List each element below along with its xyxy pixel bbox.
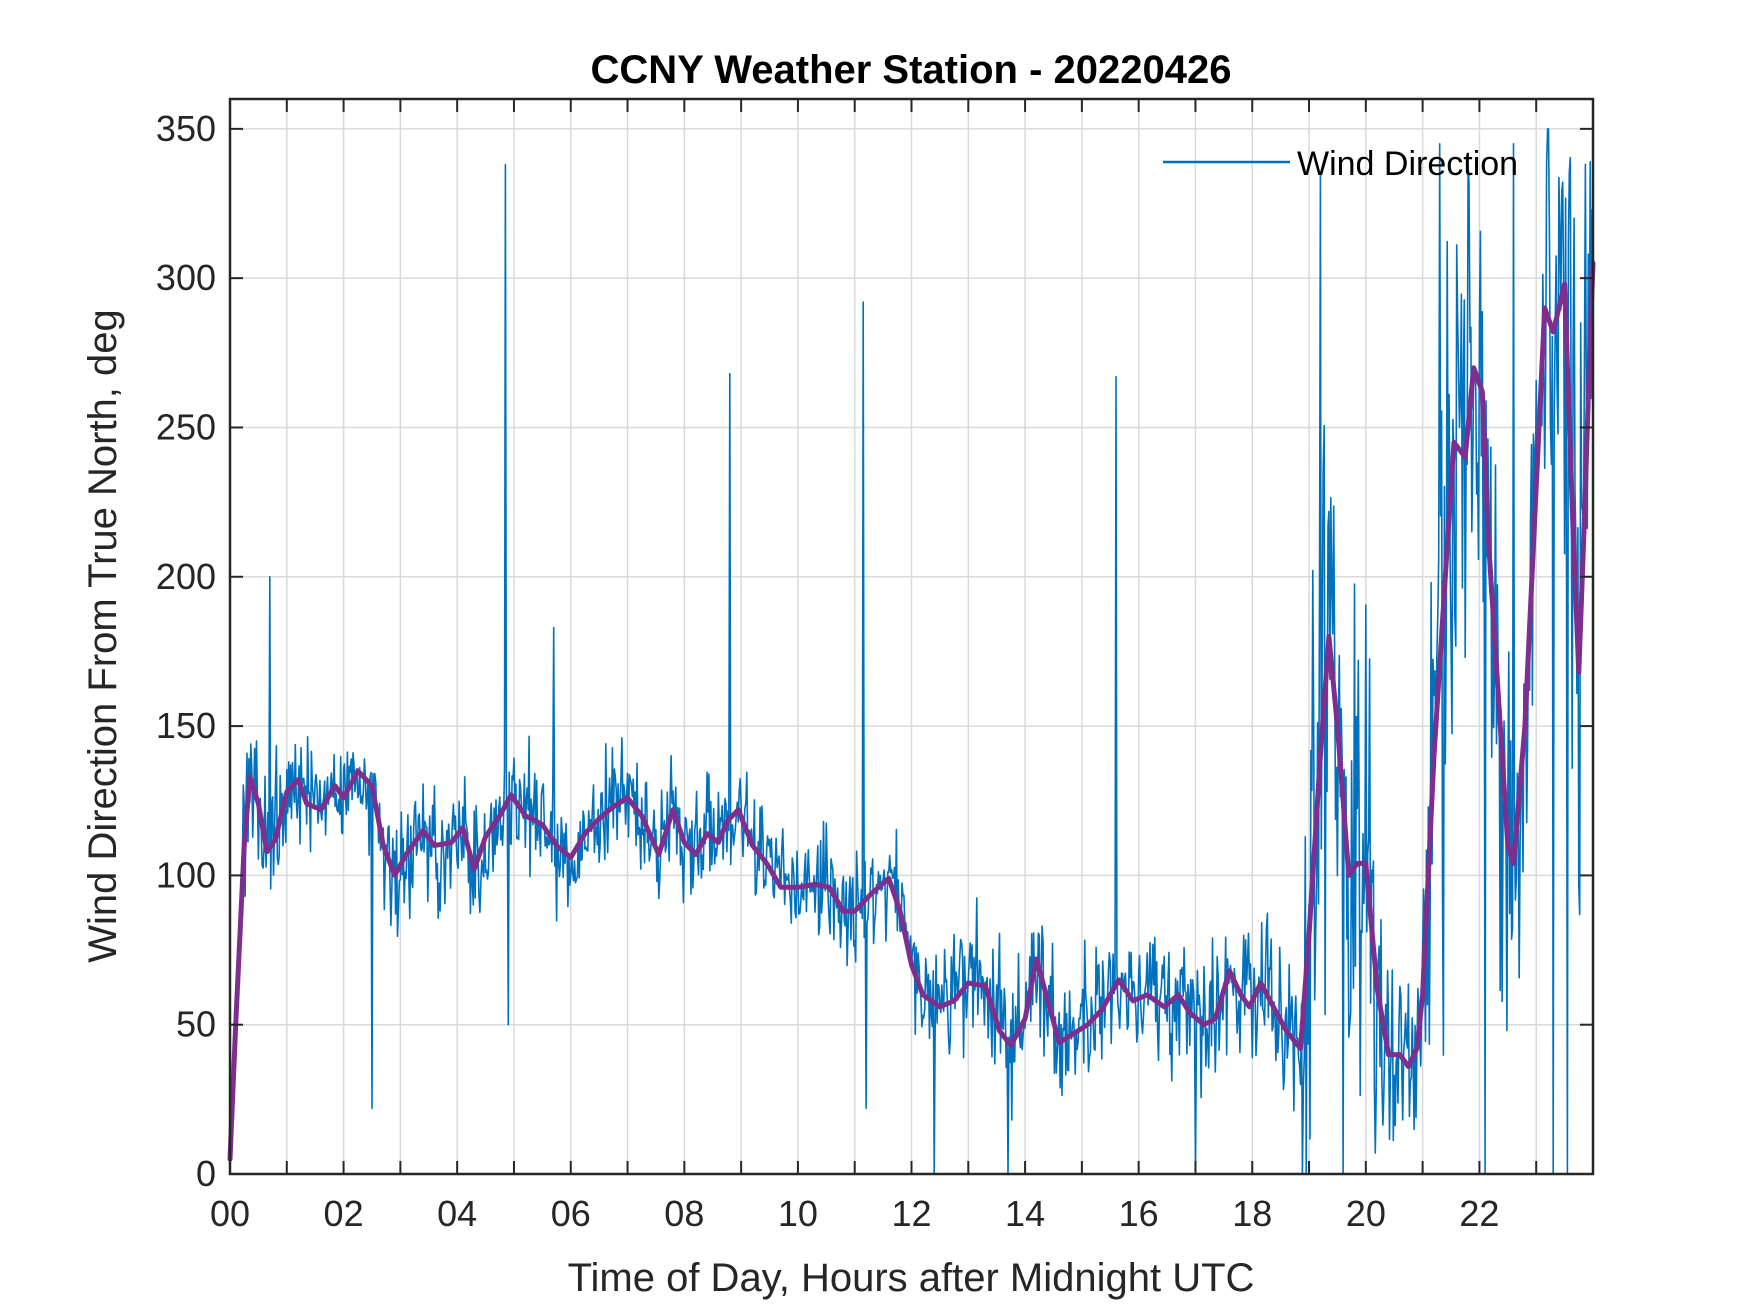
series-wind-direction bbox=[229, 128, 1593, 1175]
x-tick-label: 02 bbox=[324, 1193, 364, 1234]
x-axis-label: Time of Day, Hours after Midnight UTC bbox=[568, 1256, 1255, 1300]
y-tick-label: 300 bbox=[156, 257, 216, 298]
grid-lines bbox=[230, 99, 1593, 1174]
y-axis-label: Wind Direction From True North, deg bbox=[81, 309, 125, 963]
x-tick-label: 16 bbox=[1119, 1193, 1159, 1234]
legend: Wind Direction bbox=[1163, 145, 1518, 183]
x-tick-label: 08 bbox=[664, 1193, 704, 1234]
y-tick-label: 0 bbox=[196, 1153, 216, 1194]
x-axis-tick-labels: 00 02 04 06 08 10 12 14 16 18 20 22 bbox=[210, 1193, 1499, 1234]
y-tick-label: 100 bbox=[156, 854, 216, 895]
x-tick-label: 18 bbox=[1232, 1193, 1272, 1234]
series-smoothed-wind-direction bbox=[227, 260, 1596, 1162]
y-tick-label: 200 bbox=[156, 556, 216, 597]
y-tick-label: 350 bbox=[156, 108, 216, 149]
x-tick-label: 00 bbox=[210, 1193, 250, 1234]
y-tick-label: 50 bbox=[176, 1004, 216, 1045]
legend-label-wind-direction: Wind Direction bbox=[1297, 145, 1518, 183]
x-tick-label: 22 bbox=[1459, 1193, 1499, 1234]
x-tick-label: 06 bbox=[551, 1193, 591, 1234]
chart-title: CCNY Weather Station - 20220426 bbox=[591, 48, 1232, 92]
x-tick-label: 10 bbox=[778, 1193, 818, 1234]
y-axis-tick-labels: 0 50 100 150 200 250 300 350 bbox=[156, 108, 216, 1194]
smoothed-wind-direction-line bbox=[227, 260, 1596, 1162]
y-tick-label: 250 bbox=[156, 406, 216, 447]
axis-ticks bbox=[230, 99, 1593, 1175]
x-tick-label: 20 bbox=[1346, 1193, 1386, 1234]
y-tick-label: 150 bbox=[156, 705, 216, 746]
x-tick-label: 14 bbox=[1005, 1193, 1045, 1234]
x-tick-label: 04 bbox=[437, 1193, 477, 1234]
wind-direction-line bbox=[229, 128, 1593, 1175]
x-tick-label: 12 bbox=[891, 1193, 931, 1234]
